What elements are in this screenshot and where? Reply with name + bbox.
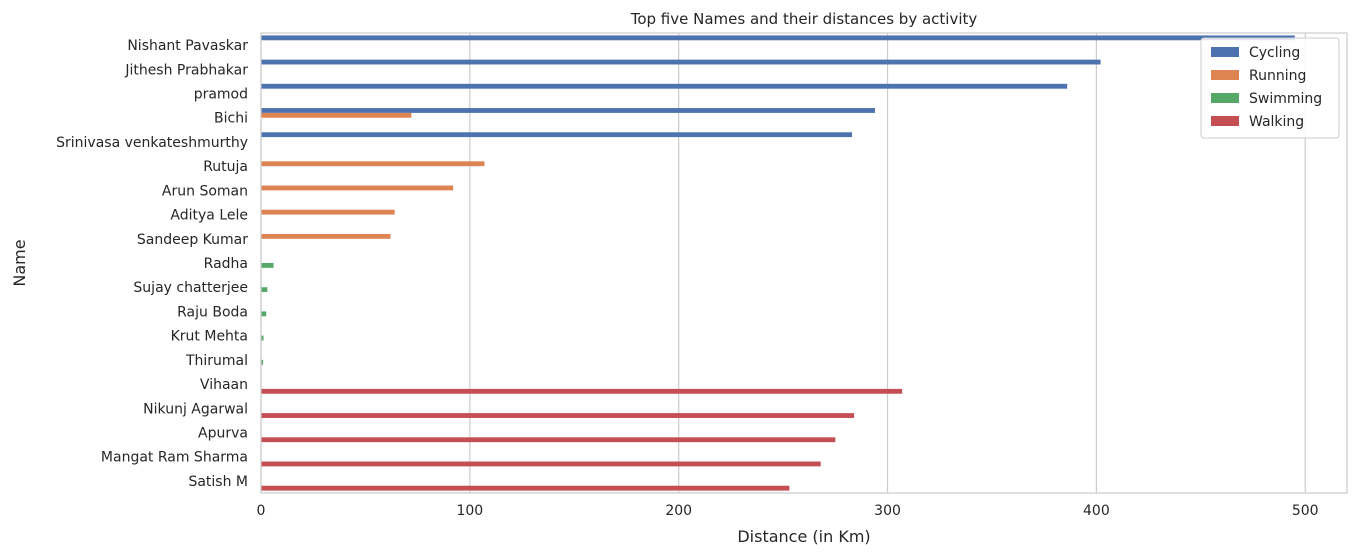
bar-cycling xyxy=(261,83,1068,89)
x-tick-label: 0 xyxy=(257,503,266,519)
y-tick-label: Aditya Lele xyxy=(170,208,248,224)
bar-walking xyxy=(261,388,903,394)
bar-swimming xyxy=(261,287,268,293)
y-tick-label: Rutuja xyxy=(203,159,248,175)
legend-swatch xyxy=(1211,70,1239,80)
bar-running xyxy=(261,161,485,167)
legend-swatch xyxy=(1211,47,1239,57)
bar-running xyxy=(261,185,454,191)
bar-walking xyxy=(261,437,836,443)
bar-cycling xyxy=(261,59,1101,65)
x-tick-label: 200 xyxy=(665,503,692,519)
legend-label: Running xyxy=(1249,68,1306,84)
bar-swimming xyxy=(261,311,267,317)
chart-title: Top five Names and their distances by ac… xyxy=(630,10,978,28)
bar-swimming xyxy=(261,335,264,341)
y-tick-label: Sandeep Kumar xyxy=(137,232,248,248)
x-tick-labels: 0 100 200 300 400 500 xyxy=(257,503,1319,519)
gridlines xyxy=(260,33,1306,493)
bars xyxy=(261,35,1295,491)
bar-cycling xyxy=(261,132,853,138)
y-tick-label: Raju Boda xyxy=(177,304,248,320)
bar-cycling xyxy=(261,35,1295,41)
y-tick-labels: Nishant Pavaskar Jithesh Prabhakar pramod… xyxy=(56,38,248,490)
x-tick-label: 300 xyxy=(874,503,901,519)
y-tick-label: Thirumal xyxy=(185,353,248,369)
bar-walking xyxy=(261,461,821,467)
bar-walking xyxy=(261,485,790,491)
y-tick-label: Krut Mehta xyxy=(171,329,248,345)
legend-box xyxy=(1200,37,1340,139)
y-tick-label: Radha xyxy=(204,256,248,272)
y-tick-label: Bichi xyxy=(214,111,248,127)
legend-label: Swimming xyxy=(1249,91,1322,107)
y-tick-label: Nikunj Agarwal xyxy=(143,401,248,417)
bar-cycling xyxy=(261,108,876,113)
y-tick-label: Vihaan xyxy=(200,377,248,393)
y-tick-label: Nishant Pavaskar xyxy=(127,38,248,54)
bar-running xyxy=(261,209,395,215)
legend-swatch xyxy=(1211,93,1239,103)
x-tick-label: 400 xyxy=(1083,503,1110,519)
legend-label: Walking xyxy=(1249,114,1304,130)
plot-frame xyxy=(260,32,1348,494)
y-tick-label: pramod xyxy=(194,87,248,103)
bar-running xyxy=(261,112,412,118)
x-tick-label: 500 xyxy=(1292,503,1319,519)
y-axis-label: Name xyxy=(10,239,29,286)
bar-swimming xyxy=(261,359,264,365)
y-tick-label: Arun Soman xyxy=(162,183,248,199)
y-tick-label: Sujay chatterjee xyxy=(133,280,248,296)
x-axis-label: Distance (in Km) xyxy=(737,527,870,546)
legend: Cycling Running Swimming Walking xyxy=(1200,37,1340,139)
bar-walking xyxy=(261,413,855,418)
legend-label: Cycling xyxy=(1249,45,1300,61)
x-tick-label: 100 xyxy=(456,503,483,519)
y-tick-label: Apurva xyxy=(198,425,248,441)
y-tick-label: Mangat Ram Sharma xyxy=(101,450,248,466)
bar-running xyxy=(261,233,391,239)
bar-swimming xyxy=(261,263,274,268)
legend-swatch xyxy=(1211,116,1239,126)
y-tick-label: Srinivasa venkateshmurthy xyxy=(56,135,248,151)
y-tick-label: Satish M xyxy=(188,474,248,490)
y-tick-label: Jithesh Prabhakar xyxy=(124,62,248,78)
